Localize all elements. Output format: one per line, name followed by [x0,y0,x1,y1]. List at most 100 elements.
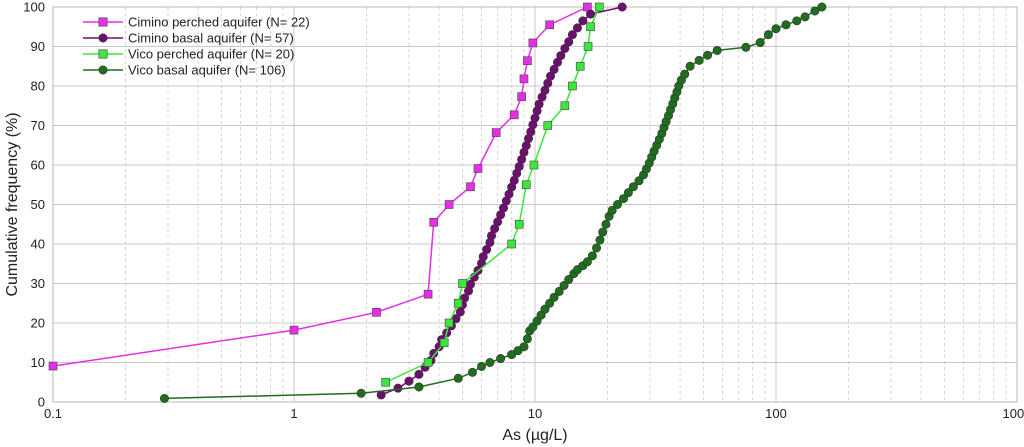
x-tick-label: 1 [290,406,297,421]
data-point [356,388,366,398]
plot-frame [52,6,1018,403]
legend: Cimino perched aquifer (N= 22)Cimino bas… [83,15,310,78]
data-point [598,227,608,237]
data-point [414,382,424,392]
y-axis-title: Cumulative frequency (%) [4,112,21,296]
data-point [800,12,810,22]
y-tick-label: 20 [31,316,45,331]
y-tick-label: 0 [38,395,45,410]
data-point [444,318,454,328]
y-tick-label: 40 [31,237,45,252]
data-point [423,289,433,299]
data-point [572,23,582,33]
series-3 [381,2,604,387]
x-axis-title: As (µg/L) [502,427,567,444]
data-point [423,358,433,367]
legend-marker [98,17,108,27]
data-point [521,180,531,190]
x-tick-label: 100 [765,406,787,421]
series-line [52,6,588,367]
data-point [540,304,550,314]
x-tick-label: 0.1 [44,406,62,421]
data-point [741,42,751,52]
data-point [586,9,596,19]
data-point [617,2,627,12]
data-point [514,219,524,229]
data-point [628,182,638,192]
data-point [507,239,516,249]
data-point [372,308,381,317]
y-tick-label: 50 [31,197,45,212]
legend-item-3: Vico perched aquifer (N= 20) [83,47,294,62]
series-2 [376,2,627,400]
legend-label: Cimino basal aquifer (N= 57) [128,31,294,46]
y-tick-label: 90 [31,39,45,54]
data-point [491,128,501,137]
data-point [560,43,570,53]
data-point [595,235,605,245]
series-1 [48,2,592,371]
legend-item-2: Cimino basal aquifer (N= 57) [83,31,294,46]
y-tick-label: 60 [31,158,45,173]
data-point [467,367,477,377]
data-point [466,182,475,192]
y-tick-label: 100 [23,0,45,15]
y-tick-label: 70 [31,118,45,133]
data-point [523,56,532,66]
data-point [582,257,592,267]
data-point [634,176,644,186]
data-point [453,298,463,308]
data-point [792,16,802,26]
data-point [458,279,467,288]
data-point [404,376,414,386]
data-point [473,164,483,173]
series-layer [48,2,827,403]
data-point [613,200,623,210]
legend-item-1: Cimino perched aquifer (N= 22) [83,15,310,30]
data-point [393,383,403,393]
y-tick-label: 10 [31,355,45,370]
data-point [595,2,604,12]
data-point [554,286,564,296]
data-point [159,393,169,403]
data-point [522,334,532,344]
data-point [519,74,529,84]
data-point [703,50,713,60]
data-point [623,188,633,198]
data-point [48,361,58,371]
data-point [694,55,704,65]
legend-label: Vico perched aquifer (N= 20) [128,47,294,62]
data-point [578,16,588,26]
data-point [771,24,781,34]
data-point [781,20,791,30]
data-point [509,110,519,120]
y-tick-label: 30 [31,276,45,291]
data-point [444,200,454,209]
data-point [528,38,538,48]
data-point [545,20,554,30]
data-point [568,81,577,91]
data-point [564,275,574,285]
data-point [429,217,439,227]
data-point [414,369,424,379]
data-point [587,251,597,261]
data-point [496,354,506,364]
data-point [810,6,820,16]
data-point [549,292,559,302]
legend-label: Vico basal aquifer (N= 106) [128,63,286,78]
data-point [586,22,595,32]
data-point [556,51,566,61]
data-point [543,121,553,130]
data-point [619,194,629,204]
data-point [763,30,773,40]
data-point [559,280,569,290]
series-4 [159,2,827,403]
data-point [567,30,577,40]
data-point [712,45,722,55]
data-point [439,338,449,348]
data-point [583,42,593,51]
data-point [607,205,617,215]
